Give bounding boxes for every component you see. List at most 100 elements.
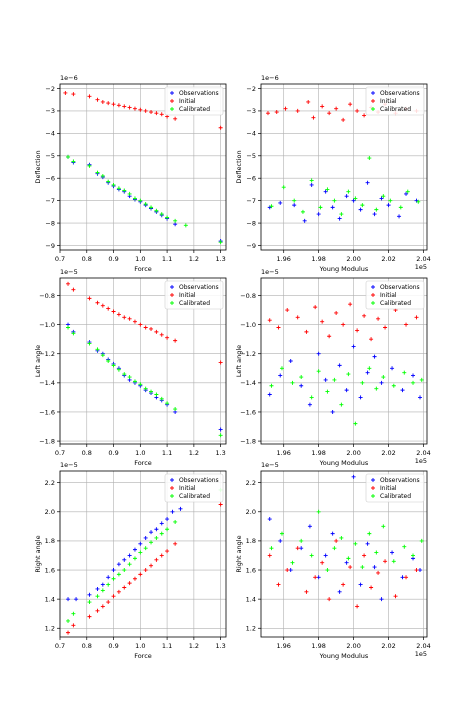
y-axis-label: Right angle <box>235 535 243 572</box>
data-point <box>267 318 272 323</box>
data-point <box>71 159 76 164</box>
data-point <box>281 185 286 190</box>
series-initial <box>66 281 223 365</box>
x-axis-label: Young Modulus <box>319 652 369 660</box>
data-point <box>100 353 105 358</box>
data-point <box>325 187 330 192</box>
data-point <box>127 191 132 196</box>
y-tick-label: −2 <box>45 85 55 93</box>
series-initial <box>267 302 419 342</box>
y-tick-label: −0.8 <box>240 292 256 300</box>
y-axis-label: Deflection <box>235 150 243 183</box>
axes-frame <box>59 277 227 445</box>
x-tick-label: 1.0 <box>135 642 145 650</box>
data-point <box>132 106 137 111</box>
chart-panel-6: 1.96 1.98 2.00 2.02 2.04 1.2 1.4 1.6 1.8 2.0 2.2 Yo… <box>235 461 431 660</box>
data-point <box>295 315 300 320</box>
data-point <box>267 553 272 558</box>
data-point <box>106 600 111 605</box>
x-tick-label: 1.2 <box>189 642 199 650</box>
x-axis-label: Force <box>134 265 152 273</box>
data-point <box>341 322 346 327</box>
data-point <box>316 351 321 356</box>
data-point <box>290 560 295 565</box>
data-point <box>327 111 332 116</box>
data-point <box>376 570 381 575</box>
data-point <box>274 110 279 115</box>
legend-label: Initial <box>380 292 397 299</box>
x-tick-label: 1.2 <box>189 449 199 457</box>
data-point <box>346 372 351 377</box>
data-point <box>122 372 127 377</box>
data-point <box>325 389 330 394</box>
data-point <box>391 559 396 564</box>
data-point <box>100 173 105 178</box>
data-point <box>405 189 410 194</box>
data-point <box>127 375 132 380</box>
data-point <box>285 308 290 313</box>
y-tick-label: −9 <box>45 242 55 250</box>
data-point <box>127 581 132 586</box>
data-point <box>346 189 351 194</box>
legend-label: Calibrated <box>179 106 210 113</box>
data-point <box>323 377 328 382</box>
data-point <box>304 589 309 594</box>
data-point <box>173 519 178 524</box>
data-point <box>367 156 372 161</box>
x-axis-label: Young Modulus <box>319 459 369 467</box>
legend-marker <box>371 486 375 490</box>
data-point <box>360 380 365 385</box>
y-tick-label: −2 <box>246 85 256 93</box>
x-tick-label: 2.02 <box>381 255 395 263</box>
x-tick-label: 0.7 <box>55 255 65 263</box>
data-point <box>87 94 92 99</box>
data-point <box>111 182 116 187</box>
data-point <box>419 377 424 382</box>
y-tick-label: 2.2 <box>45 479 55 487</box>
chart-panel-4: 1.96 1.98 2.00 2.02 2.04 −0.8 −1.0 −1.2 −1.4 −1.6… <box>235 268 431 467</box>
y-tick-label: −8 <box>246 219 256 227</box>
data-point <box>360 565 365 570</box>
data-point <box>63 90 68 95</box>
data-point <box>381 524 386 529</box>
data-point <box>330 531 335 536</box>
data-point <box>388 198 393 203</box>
data-point <box>149 326 154 331</box>
data-point <box>116 186 121 191</box>
data-point <box>334 538 339 543</box>
data-point <box>87 163 92 168</box>
data-point <box>218 433 223 438</box>
data-point <box>292 203 297 208</box>
data-point <box>288 359 293 363</box>
y-tick-label: 2.2 <box>246 479 256 487</box>
y-tick-label: −1.6 <box>39 408 55 416</box>
y-tick-label: −9 <box>246 242 256 250</box>
data-point <box>362 313 367 318</box>
data-point <box>307 402 312 407</box>
data-point <box>309 395 314 400</box>
data-point <box>279 366 284 371</box>
y-tick-label: 1.6 <box>246 566 256 574</box>
y-axis-label: Right angle <box>34 535 42 572</box>
data-point <box>346 556 351 561</box>
data-point <box>74 597 79 602</box>
data-point <box>332 377 337 382</box>
data-point <box>138 541 143 546</box>
data-point <box>95 608 100 613</box>
y-tick-label: −1.0 <box>240 321 256 329</box>
data-point <box>178 506 183 511</box>
data-point <box>367 531 372 536</box>
data-point <box>87 592 92 597</box>
data-point <box>386 203 391 208</box>
legend-label: Observations <box>380 477 420 484</box>
legend-box <box>365 86 425 116</box>
data-point <box>339 535 344 540</box>
data-point <box>358 395 363 400</box>
y-tick-label: −5 <box>246 152 256 160</box>
data-point <box>355 108 360 113</box>
data-point <box>116 367 121 372</box>
data-point <box>87 341 92 346</box>
data-point <box>320 560 325 565</box>
data-point <box>299 538 304 543</box>
